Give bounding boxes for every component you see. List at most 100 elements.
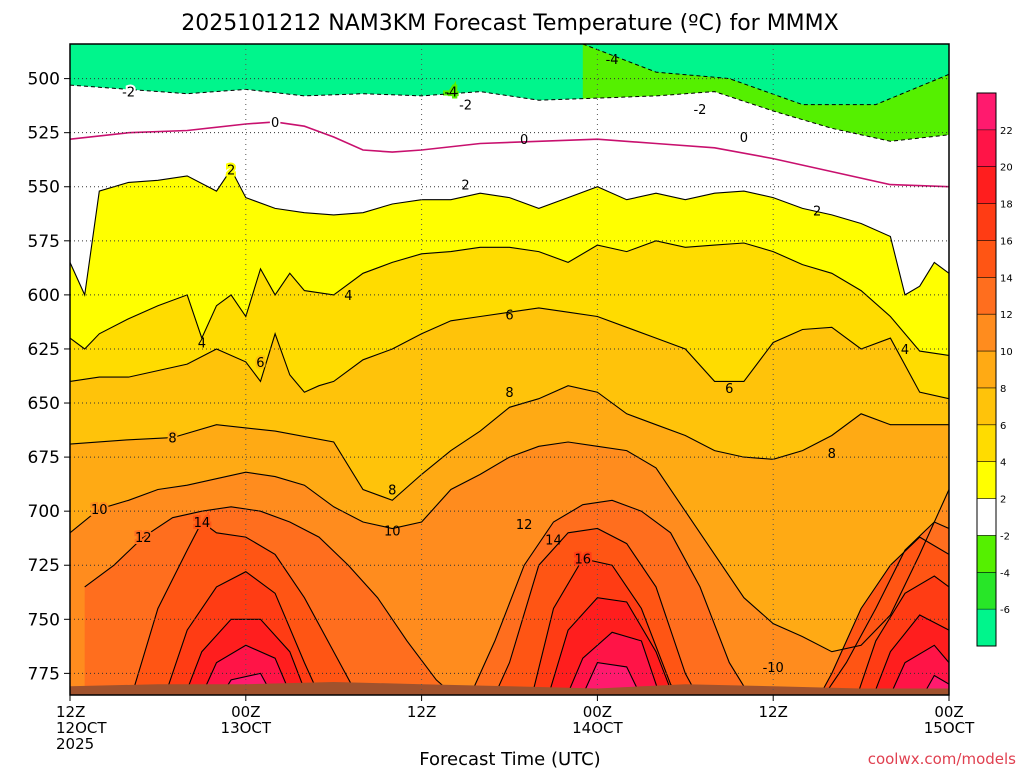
isotherm-10 — [70, 441, 949, 653]
y-tick-label: 625 — [28, 340, 60, 360]
contour-label: 4 — [198, 336, 206, 351]
isotherm-label: 4 — [344, 289, 352, 304]
x-tick-label: 12OCT — [56, 719, 107, 737]
colorbar-band — [977, 461, 996, 499]
x-tick-label: 14OCT — [572, 719, 623, 737]
x-axis-label: Forecast Time (UTC) — [419, 749, 600, 768]
x-tick-label: 13OCT — [221, 719, 272, 737]
colorbar-label: 14 — [1000, 273, 1013, 284]
y-tick-label: 575 — [28, 232, 60, 252]
isotherm-8 — [70, 385, 949, 501]
contour-label: 8 — [505, 386, 513, 401]
colorbar-band — [977, 240, 996, 278]
contour-label: -10 — [763, 661, 784, 676]
y-tick-label: 550 — [28, 178, 60, 198]
contour-label: 6 — [505, 308, 513, 323]
y-tick-label: 675 — [28, 448, 60, 468]
isotherm-label: 10 — [91, 503, 108, 518]
colorbar: 22 20 18 16 14 12 10 8 6 4 2 -2 -4 -6 — [976, 92, 1013, 647]
colorbar-band — [977, 351, 996, 388]
isotherm-label: 8 — [168, 432, 176, 447]
terrain-surface — [70, 682, 949, 695]
x-tick-label: 00Z — [583, 703, 612, 721]
colorbar-band — [977, 424, 996, 462]
colorbar-label: 2 — [1000, 495, 1006, 506]
gridlines — [70, 44, 949, 695]
y-tick-label: 600 — [28, 286, 60, 306]
isotherm-2 — [70, 168, 949, 297]
y-axis: 500 525 550 575 600 625 650 675 700 725 750 775 — [28, 70, 70, 684]
contour-label: 10 — [384, 525, 401, 540]
colorbar-label: 20 — [1000, 163, 1013, 174]
y-tick-label: 525 — [28, 124, 60, 144]
contour-label: -4 — [606, 53, 619, 68]
colorbar-label: 4 — [1000, 458, 1006, 469]
colorbar-band — [977, 166, 996, 204]
y-tick-label: 725 — [28, 556, 60, 576]
colorbar-label: -6 — [1000, 605, 1010, 616]
x-tick-label: 00Z — [231, 703, 260, 721]
colorbar-band — [977, 203, 996, 241]
colorbar-label: -4 — [1000, 568, 1010, 579]
colorbar-label: 18 — [1000, 200, 1013, 211]
colorbar-band — [977, 609, 996, 646]
isotherm-6 — [70, 307, 949, 400]
isotherm-4 — [70, 240, 949, 356]
contour-label: 2 — [813, 205, 821, 220]
y-tick-label: 650 — [28, 394, 60, 414]
isotherm-22 — [221, 661, 949, 695]
isotherm-label: -4 — [444, 86, 457, 101]
isotherm-20 — [201, 631, 949, 695]
x-tick-label: 12Z — [407, 703, 436, 721]
chart-title: 2025101212 NAM3KM Forecast Temperature (… — [181, 11, 838, 36]
isotherm-14 — [131, 521, 949, 695]
colorbar-band — [977, 387, 996, 425]
plot-frame — [69, 43, 950, 696]
colorbar-frame — [976, 92, 997, 647]
colorbar-band — [977, 572, 996, 610]
x-tick-label: 00Z — [934, 703, 963, 721]
isotherm-label: 14 — [194, 516, 211, 531]
contour-label: -2 — [459, 99, 472, 114]
colorbar-label: -2 — [1000, 531, 1010, 542]
contour-label: 8 — [828, 447, 836, 462]
contour-label: 4 — [901, 343, 909, 358]
colorbar-label: 6 — [1000, 421, 1006, 432]
colorbar-label: 12 — [1000, 310, 1013, 321]
y-tick-label: 750 — [28, 610, 60, 630]
contour-label: 2 — [461, 179, 469, 194]
isotherm--4 — [582, 44, 949, 106]
colorbar-band — [977, 498, 996, 536]
contour-label: 6 — [725, 382, 733, 397]
isotherm--2 — [70, 84, 949, 142]
isotherm-label: 0 — [271, 116, 279, 131]
y-tick-label: 500 — [28, 70, 60, 90]
colorbar-label: 8 — [1000, 384, 1006, 395]
contour-label: -2 — [693, 103, 706, 118]
y-tick-label: 775 — [28, 664, 60, 684]
isotherm-12 — [84, 499, 949, 695]
isotherm-label: 12 — [135, 531, 152, 546]
contour-label: 8 — [388, 484, 396, 499]
y-tick-label: 700 — [28, 502, 60, 522]
colorbar-label: 16 — [1000, 236, 1013, 247]
colorbar-band — [977, 129, 996, 167]
fill-band-18 — [185, 597, 949, 695]
isotherm-label: 6 — [256, 356, 264, 371]
x-tick-label: 15OCT — [924, 719, 975, 737]
credit-text: coolwx.com/models — [868, 750, 1016, 768]
colorbar-label: 22 — [1000, 126, 1013, 137]
colorbar-band — [977, 535, 996, 573]
colorbar-band — [977, 277, 996, 315]
fill-band-16 — [165, 558, 949, 695]
colorbar-band — [977, 93, 996, 130]
colorbar-band — [977, 314, 996, 352]
contour-label: 0 — [740, 131, 748, 146]
x-tick-label: 2025 — [56, 735, 94, 753]
contour-label: 14 — [545, 533, 562, 548]
x-tick-label: 12Z — [56, 703, 85, 721]
isotherm-label: 2 — [227, 163, 235, 178]
